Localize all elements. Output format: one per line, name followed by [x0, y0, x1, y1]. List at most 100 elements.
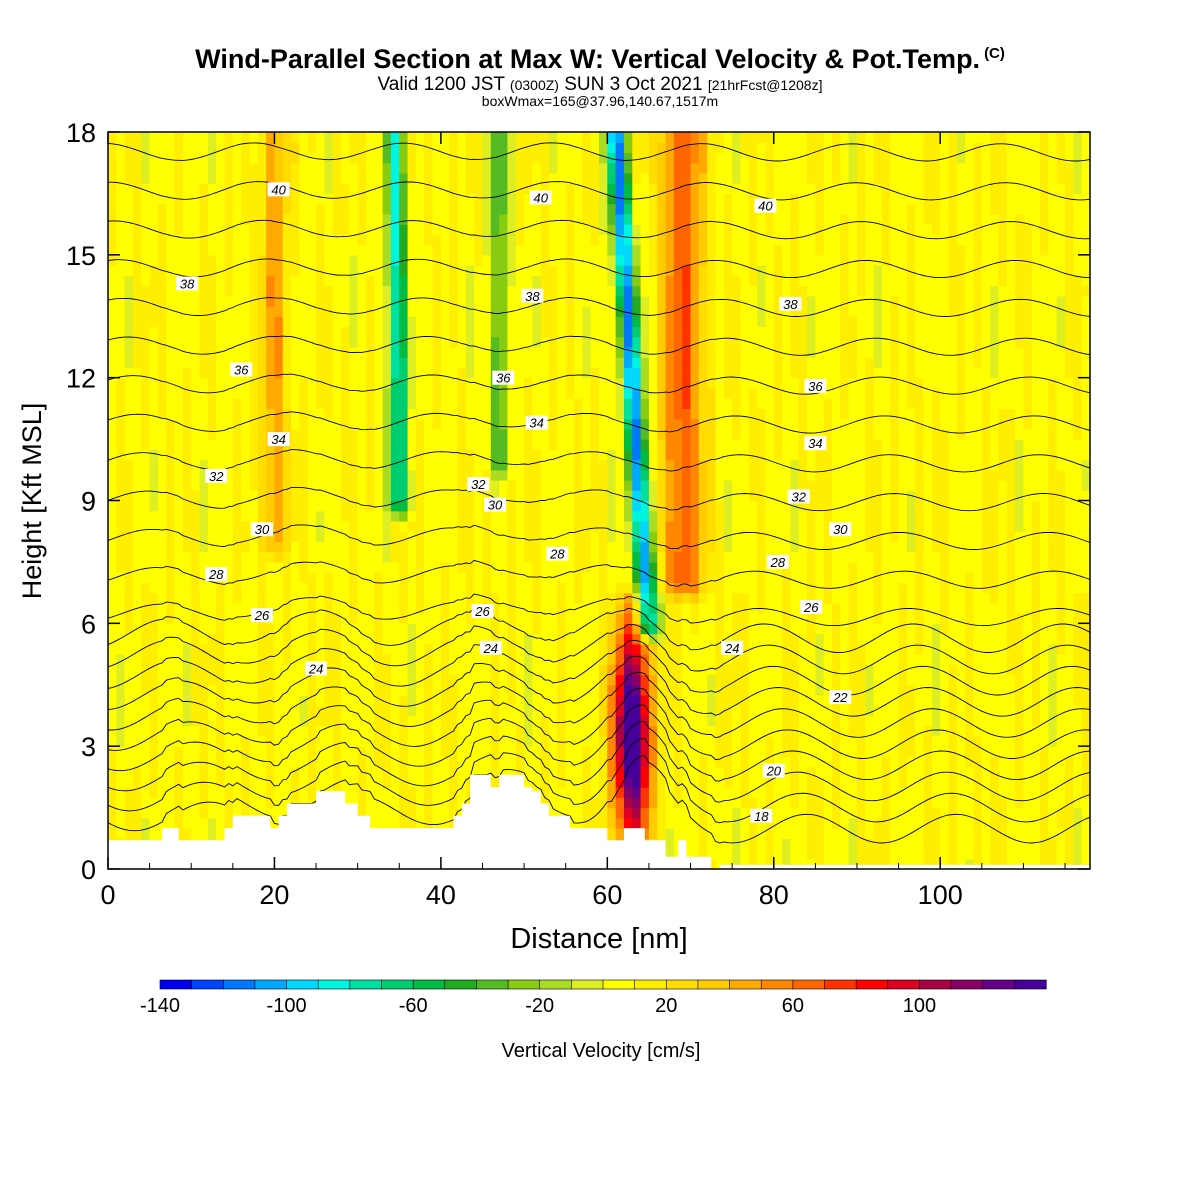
heat-cell — [524, 377, 534, 389]
heat-cell — [407, 244, 417, 256]
heat-cell — [574, 387, 583, 399]
heat-cell — [307, 408, 317, 420]
heat-cell — [582, 490, 592, 502]
heat-cell — [249, 766, 259, 778]
heat-cell — [224, 367, 234, 379]
heat-cell — [132, 817, 142, 829]
heat-cell — [415, 162, 425, 174]
heat-cell — [482, 265, 492, 276]
heat-cell — [249, 224, 259, 235]
heat-cell — [357, 306, 367, 317]
heat-cell — [382, 684, 392, 696]
heat-cell — [141, 132, 151, 143]
heat-cell — [440, 674, 450, 686]
heat-cell — [615, 193, 625, 205]
heat-cell — [582, 142, 592, 154]
heat-cell — [282, 602, 292, 614]
heat-cell — [116, 398, 126, 409]
heat-cell — [615, 387, 625, 399]
heat-cell — [465, 510, 475, 522]
heat-cell — [299, 295, 309, 307]
heat-cell — [166, 224, 176, 235]
heat-cell — [274, 306, 284, 317]
heat-cell — [549, 193, 558, 205]
heat-cell — [232, 172, 242, 184]
heat-cell — [482, 510, 492, 522]
heat-cell — [465, 418, 475, 430]
heat-cell — [407, 592, 417, 604]
heat-cell — [274, 715, 284, 727]
heat-cell — [665, 684, 675, 696]
heat-cell — [449, 490, 459, 502]
heat-cell — [415, 234, 425, 246]
heat-cell — [291, 746, 300, 758]
heat-cell — [216, 132, 226, 143]
heat-cell — [166, 541, 176, 553]
heat-cell — [599, 162, 608, 174]
heat-cell — [382, 480, 392, 491]
heat-cell — [199, 193, 209, 205]
heat-cell — [382, 224, 392, 235]
heat-cell — [241, 623, 251, 635]
heat-cell — [640, 756, 650, 768]
heat-cell — [415, 459, 425, 471]
heat-cell — [474, 735, 484, 747]
heat-cell — [108, 500, 117, 512]
heat-cell — [224, 490, 234, 502]
heat-cell — [399, 776, 409, 788]
heat-cell — [257, 459, 267, 471]
heat-cell — [299, 377, 309, 389]
heat-cell — [457, 469, 467, 481]
heat-cell — [166, 797, 176, 809]
heat-cell — [316, 694, 325, 706]
heat-cell — [216, 285, 226, 297]
heat-cell — [615, 725, 625, 737]
heat-cell — [499, 172, 509, 184]
heat-cell — [599, 633, 608, 645]
heat-cell — [623, 787, 633, 798]
heat-cell — [274, 285, 284, 297]
heat-cell — [216, 551, 226, 563]
heat-cell — [524, 398, 534, 409]
heat-cell — [482, 490, 492, 502]
heat-cell — [174, 254, 184, 266]
heat-cell — [682, 643, 692, 655]
heat-cell — [615, 643, 625, 655]
heat-cell — [149, 817, 159, 829]
heat-cell — [590, 428, 600, 440]
heat-cell — [291, 449, 300, 461]
heat-cell — [474, 551, 484, 563]
heat-cell — [673, 275, 683, 287]
heat-cell — [341, 776, 350, 788]
heat-cell — [324, 367, 334, 379]
heat-cell — [174, 203, 184, 215]
heat-cell — [515, 152, 525, 164]
heat-cell — [182, 797, 192, 809]
heat-cell — [474, 306, 484, 317]
heat-cell — [590, 633, 600, 645]
heat-cell — [607, 203, 617, 215]
heat-cell — [457, 551, 467, 563]
heat-cell — [432, 142, 442, 154]
heat-cell — [216, 265, 226, 276]
heat-cell — [657, 531, 667, 543]
heat-cell — [599, 224, 608, 235]
heat-cell — [374, 746, 384, 758]
heat-cell — [241, 725, 251, 737]
heat-cell — [191, 377, 201, 389]
heat-cell — [132, 346, 142, 358]
heat-cell — [399, 746, 409, 758]
heat-cell — [199, 633, 209, 645]
heat-cell — [474, 756, 484, 768]
heat-cell — [257, 152, 267, 164]
heat-cell — [166, 357, 176, 369]
heat-cell — [132, 787, 142, 798]
heat-cell — [640, 572, 650, 583]
heat-cell — [116, 285, 126, 297]
heat-cell — [648, 551, 658, 563]
heat-cell — [424, 316, 434, 328]
heat-cell — [574, 193, 583, 205]
heat-cell — [274, 162, 284, 174]
heat-cell — [557, 152, 567, 164]
